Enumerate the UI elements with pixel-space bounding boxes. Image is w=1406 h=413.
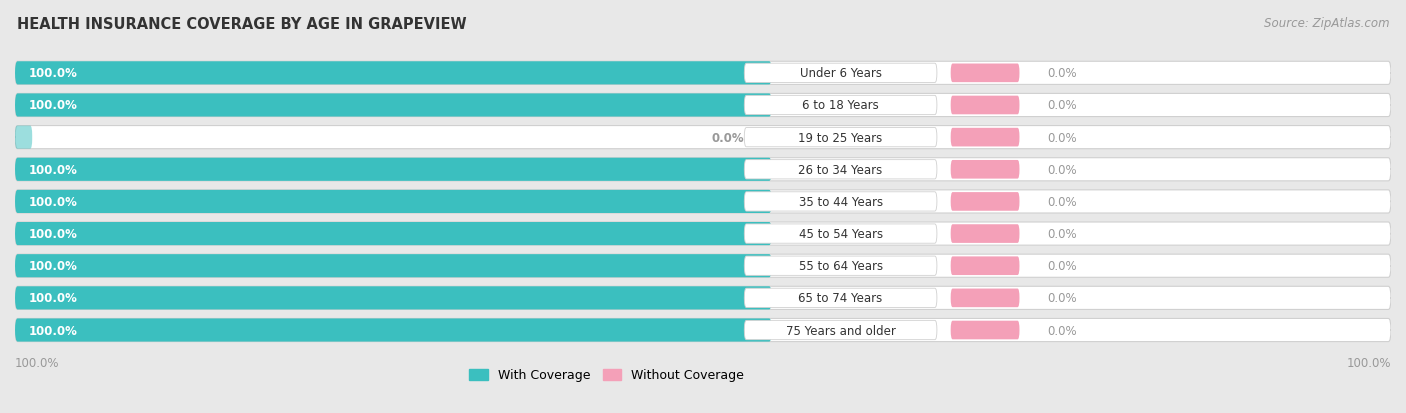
Text: 100.0%: 100.0% (28, 260, 77, 273)
Text: 75 Years and older: 75 Years and older (786, 324, 896, 337)
FancyBboxPatch shape (15, 94, 772, 117)
FancyBboxPatch shape (15, 158, 1391, 181)
Text: 26 to 34 Years: 26 to 34 Years (799, 164, 883, 176)
Text: 65 to 74 Years: 65 to 74 Years (799, 292, 883, 305)
FancyBboxPatch shape (950, 64, 1019, 83)
FancyBboxPatch shape (744, 160, 936, 180)
FancyBboxPatch shape (744, 320, 936, 340)
FancyBboxPatch shape (15, 254, 772, 278)
Text: 45 to 54 Years: 45 to 54 Years (799, 228, 883, 240)
Text: 6 to 18 Years: 6 to 18 Years (803, 99, 879, 112)
FancyBboxPatch shape (950, 128, 1019, 147)
FancyBboxPatch shape (15, 223, 772, 246)
FancyBboxPatch shape (744, 224, 936, 244)
FancyBboxPatch shape (15, 94, 1391, 117)
FancyBboxPatch shape (950, 225, 1019, 243)
Text: 100.0%: 100.0% (28, 195, 77, 209)
Text: 0.0%: 0.0% (1047, 131, 1077, 144)
Text: 0.0%: 0.0% (1047, 99, 1077, 112)
Legend: With Coverage, Without Coverage: With Coverage, Without Coverage (470, 368, 744, 382)
FancyBboxPatch shape (950, 289, 1019, 307)
FancyBboxPatch shape (744, 192, 936, 211)
FancyBboxPatch shape (15, 319, 1391, 342)
FancyBboxPatch shape (15, 62, 772, 85)
Text: 19 to 25 Years: 19 to 25 Years (799, 131, 883, 144)
Text: 100.0%: 100.0% (28, 292, 77, 305)
FancyBboxPatch shape (15, 158, 772, 181)
Text: 0.0%: 0.0% (1047, 260, 1077, 273)
Text: 55 to 64 Years: 55 to 64 Years (799, 260, 883, 273)
Text: 100.0%: 100.0% (28, 324, 77, 337)
Text: 0.0%: 0.0% (1047, 292, 1077, 305)
FancyBboxPatch shape (15, 254, 1391, 278)
Text: 100.0%: 100.0% (28, 228, 77, 240)
FancyBboxPatch shape (15, 62, 1391, 85)
FancyBboxPatch shape (15, 287, 772, 310)
FancyBboxPatch shape (15, 190, 1391, 214)
Text: Source: ZipAtlas.com: Source: ZipAtlas.com (1264, 17, 1389, 29)
FancyBboxPatch shape (15, 126, 32, 150)
FancyBboxPatch shape (15, 126, 1391, 150)
FancyBboxPatch shape (950, 257, 1019, 275)
FancyBboxPatch shape (744, 256, 936, 276)
Text: 0.0%: 0.0% (1047, 67, 1077, 80)
FancyBboxPatch shape (950, 321, 1019, 339)
Text: 100.0%: 100.0% (28, 164, 77, 176)
Text: HEALTH INSURANCE COVERAGE BY AGE IN GRAPEVIEW: HEALTH INSURANCE COVERAGE BY AGE IN GRAP… (17, 17, 467, 31)
FancyBboxPatch shape (15, 319, 772, 342)
Text: 0.0%: 0.0% (711, 131, 744, 144)
Text: 0.0%: 0.0% (1047, 164, 1077, 176)
FancyBboxPatch shape (744, 64, 936, 83)
FancyBboxPatch shape (15, 223, 1391, 246)
FancyBboxPatch shape (744, 289, 936, 308)
FancyBboxPatch shape (950, 161, 1019, 179)
FancyBboxPatch shape (15, 287, 1391, 310)
Text: 35 to 44 Years: 35 to 44 Years (799, 195, 883, 209)
Text: 100.0%: 100.0% (1347, 356, 1391, 369)
Text: Under 6 Years: Under 6 Years (800, 67, 882, 80)
Text: 0.0%: 0.0% (1047, 195, 1077, 209)
Text: 100.0%: 100.0% (28, 67, 77, 80)
Text: 100.0%: 100.0% (15, 356, 59, 369)
Text: 0.0%: 0.0% (1047, 228, 1077, 240)
FancyBboxPatch shape (744, 96, 936, 115)
FancyBboxPatch shape (950, 192, 1019, 211)
Text: 100.0%: 100.0% (28, 99, 77, 112)
FancyBboxPatch shape (950, 96, 1019, 115)
FancyBboxPatch shape (15, 190, 772, 214)
Text: 0.0%: 0.0% (1047, 324, 1077, 337)
FancyBboxPatch shape (744, 128, 936, 147)
